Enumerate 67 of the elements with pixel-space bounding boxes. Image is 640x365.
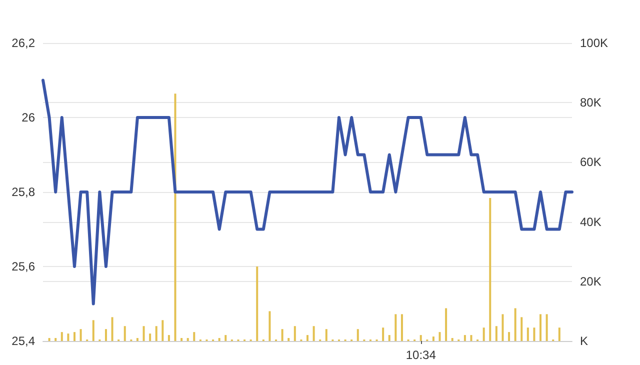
bar: [218, 338, 220, 341]
y2-tick-label: 40K: [580, 214, 602, 229]
bar: [149, 334, 152, 341]
bar: [356, 329, 359, 341]
bar: [438, 332, 441, 341]
y-tick-label: 25,6: [12, 260, 36, 274]
y2-tick-label: 80K: [580, 96, 602, 110]
bar: [445, 308, 448, 341]
bar: [526, 328, 529, 341]
bar: [540, 314, 542, 341]
bar: [162, 320, 164, 341]
bar: [288, 338, 290, 341]
bar: [388, 335, 390, 341]
bar: [54, 338, 57, 341]
bar: [306, 335, 308, 341]
bar: [294, 326, 296, 341]
y2-tick-label: K: [580, 334, 588, 348]
bar: [281, 329, 284, 341]
bar: [325, 329, 328, 341]
y-tick-label: 26,2: [12, 36, 36, 50]
bar: [470, 335, 472, 341]
bar: [174, 94, 176, 341]
bar: [48, 338, 50, 341]
bar: [80, 329, 82, 341]
bar: [495, 326, 498, 341]
bar: [482, 328, 485, 341]
bar: [558, 328, 560, 341]
bar: [400, 314, 403, 341]
bar: [489, 198, 492, 341]
y2-tick-label: 100K: [580, 36, 608, 50]
bar: [420, 335, 422, 341]
bar: [382, 328, 384, 341]
bar: [124, 326, 126, 341]
y-tick-label: 25,4: [12, 334, 36, 348]
bar: [394, 314, 397, 341]
bar: [312, 326, 315, 341]
bar: [186, 338, 189, 341]
bar: [533, 328, 536, 341]
bar: [432, 336, 434, 341]
bar: [546, 314, 548, 341]
bar: [60, 332, 63, 341]
y2-tick-label: 60K: [580, 155, 602, 170]
bar: [180, 338, 183, 341]
y-tick-label: 26: [22, 110, 36, 124]
bar: [502, 314, 504, 341]
bar: [155, 326, 158, 341]
bar: [67, 334, 70, 341]
bar: [268, 311, 271, 341]
bar: [508, 332, 510, 341]
bar: [514, 308, 516, 341]
y2-tick-label: 20K: [580, 274, 602, 288]
bar: [136, 338, 138, 341]
y-tick-label: 25,8: [12, 185, 36, 199]
bar: [193, 332, 196, 341]
line-series: [42, 78, 574, 306]
bar: [142, 326, 145, 341]
bar: [256, 266, 258, 341]
bar: [92, 320, 94, 341]
bar: [104, 329, 107, 341]
bar: [451, 338, 454, 341]
x-tick-label: 10:34: [406, 348, 436, 362]
bar: [73, 332, 76, 341]
bar: [168, 335, 170, 341]
bar: [520, 317, 523, 341]
bar: [224, 335, 227, 341]
bar: [111, 317, 114, 341]
bar: [464, 335, 466, 341]
